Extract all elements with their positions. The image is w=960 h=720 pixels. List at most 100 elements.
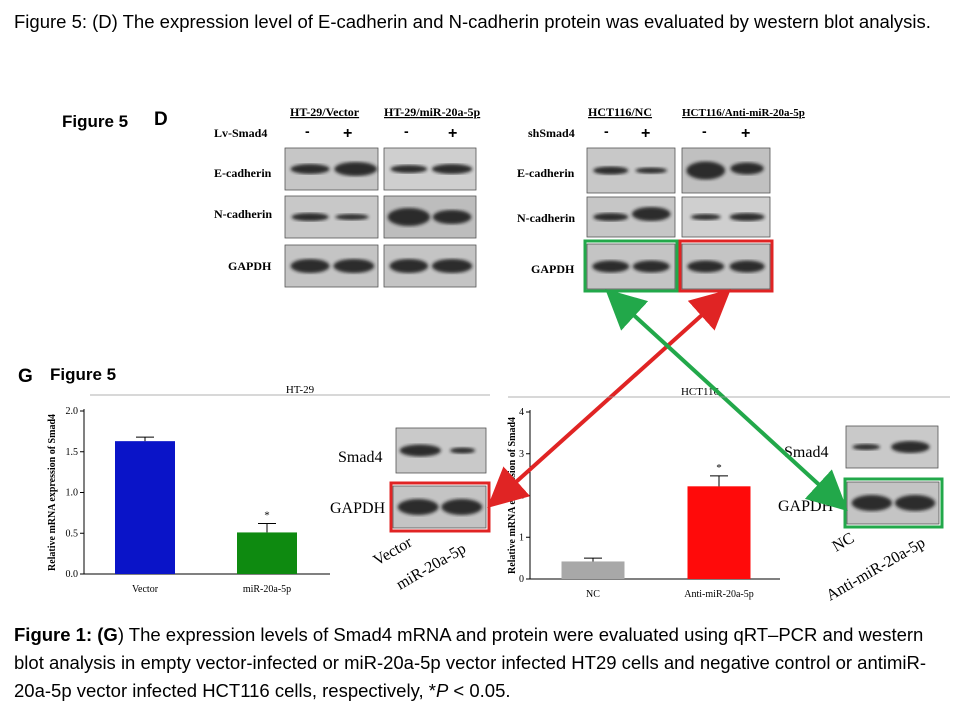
blot-band	[389, 259, 429, 273]
d-right-row-label: E-cadherin	[517, 166, 575, 180]
g-hct116-blot-strips	[845, 425, 940, 525]
green-double-arrow	[605, 288, 848, 512]
blot-band	[852, 444, 881, 450]
d-right-blot-strips	[586, 147, 771, 290]
blot-band	[397, 499, 439, 515]
blot-band	[690, 214, 721, 220]
x-category-label: Vector	[132, 584, 159, 595]
panel-d-letter: D	[154, 109, 168, 130]
d-left-group1-label: HT-29/Vector	[290, 105, 360, 119]
y-tick-label: 1.5	[66, 447, 79, 458]
d-right-row-label: GAPDH	[531, 262, 575, 276]
d-right-sign: -	[604, 123, 609, 139]
blot-band	[333, 259, 375, 273]
blot-band	[592, 260, 630, 273]
blot-band	[291, 213, 329, 221]
figure-caption-bottom: Figure 1: (G) The expression levels of S…	[14, 621, 954, 705]
g-ht29-lane-label: Vector	[371, 534, 416, 570]
y-tick-label: 4	[519, 407, 524, 418]
bar	[115, 441, 175, 574]
d-left-group2-label: HT-29/miR-20a-5p	[384, 105, 481, 119]
bar	[561, 561, 625, 579]
blot-band	[631, 207, 671, 221]
blot-band	[730, 162, 764, 175]
y-tick-label: 1.0	[66, 488, 79, 499]
d-left-row-label: N-cadherin	[214, 207, 272, 221]
blot-band	[687, 260, 725, 273]
g-ht29-blot-strips	[392, 427, 487, 529]
caption-tail: < 0.05.	[448, 680, 511, 701]
y-tick-label: 2	[519, 491, 524, 502]
d-left-sign: -	[404, 123, 409, 139]
d-right-sign: -	[702, 123, 707, 139]
caption-body: ) The expression levels of Smad4 mRNA an…	[14, 624, 927, 701]
red-double-arrow	[487, 288, 731, 509]
blot-band	[431, 164, 473, 174]
blot-band	[432, 210, 472, 224]
blot-band	[851, 495, 893, 511]
d-left-sign: -	[305, 123, 310, 139]
panel-g-figure-label: Figure 5	[50, 365, 116, 384]
ht29-bar-chart: HT-29 0.0 0.5 1.0 1.5 2.0 Relative mRNA expres…	[47, 384, 330, 595]
y-tick-label: 0	[519, 574, 524, 585]
blot-band	[593, 213, 629, 221]
blot-band	[390, 165, 428, 173]
x-category-label: NC	[586, 589, 600, 600]
d-left-row-label: E-cadherin	[214, 166, 272, 180]
blot-band	[891, 441, 930, 453]
blot-band	[632, 260, 670, 273]
blot-band	[334, 162, 378, 176]
d-left-blot-strips	[284, 147, 477, 288]
panel-g-letter: G	[18, 366, 33, 387]
x-category-label: Anti-miR-20a-5p	[684, 589, 753, 600]
blot-band	[729, 213, 765, 221]
chart-title: HT-29	[286, 384, 315, 396]
d-right-treatment-label: shSmad4	[528, 126, 575, 140]
y-tick-label: 1	[519, 532, 524, 543]
y-tick-label: 0.5	[66, 528, 79, 539]
blot-band	[450, 447, 476, 454]
blot-band	[335, 214, 369, 220]
caption-panel-letter: G	[103, 624, 118, 645]
d-left-sign: +	[343, 125, 352, 142]
d-left-treatment-label: Lv-Smad4	[214, 126, 267, 140]
y-axis-label: Relative mRNA expression of Smad4	[47, 414, 58, 571]
significance-mark: *	[264, 509, 270, 521]
panel-d-figure-label: Figure 5	[62, 112, 128, 131]
x-category-label: miR-20a-5p	[243, 584, 291, 595]
blot-band	[729, 260, 765, 273]
bar	[237, 532, 297, 574]
blot-band	[387, 208, 430, 226]
d-left-sign: +	[448, 125, 457, 142]
d-right-sign: +	[641, 125, 650, 142]
blot-band	[894, 495, 936, 511]
blot-band	[441, 499, 483, 515]
y-tick-label: 2.0	[66, 406, 79, 417]
significance-mark: *	[716, 462, 722, 474]
d-right-sign: +	[741, 125, 750, 142]
blot-band	[290, 259, 330, 273]
caption-p-symbol: P	[435, 680, 449, 701]
d-right-group2-label: HCT116/Anti-miR-20a-5p	[682, 107, 805, 119]
blot-band	[431, 259, 473, 273]
d-left-row-label: GAPDH	[228, 259, 272, 273]
g-ht29-row-label: GAPDH	[330, 500, 386, 517]
g-ht29-row-label: Smad4	[338, 449, 382, 466]
blot-band	[399, 444, 441, 457]
caption-figure-prefix: Figure 1: (	[14, 624, 104, 645]
y-axis-label: Relative mRNA expression of Smad4	[507, 417, 518, 574]
blot-band	[593, 166, 629, 175]
d-right-group1-label: HCT116/NC	[588, 105, 652, 119]
blot-band	[686, 161, 726, 180]
g-hct116-row-label: GAPDH	[778, 498, 834, 515]
y-tick-label: 3	[519, 449, 524, 460]
d-right-row-label: N-cadherin	[517, 211, 575, 225]
g-hct116-lane-label: NC	[830, 530, 858, 556]
blot-band	[290, 164, 330, 174]
y-tick-label: 0.0	[66, 569, 79, 580]
blot-band	[635, 167, 668, 174]
bar	[687, 486, 751, 579]
figure-caption-top: Figure 5: (D) The expression level of E-…	[14, 11, 931, 32]
